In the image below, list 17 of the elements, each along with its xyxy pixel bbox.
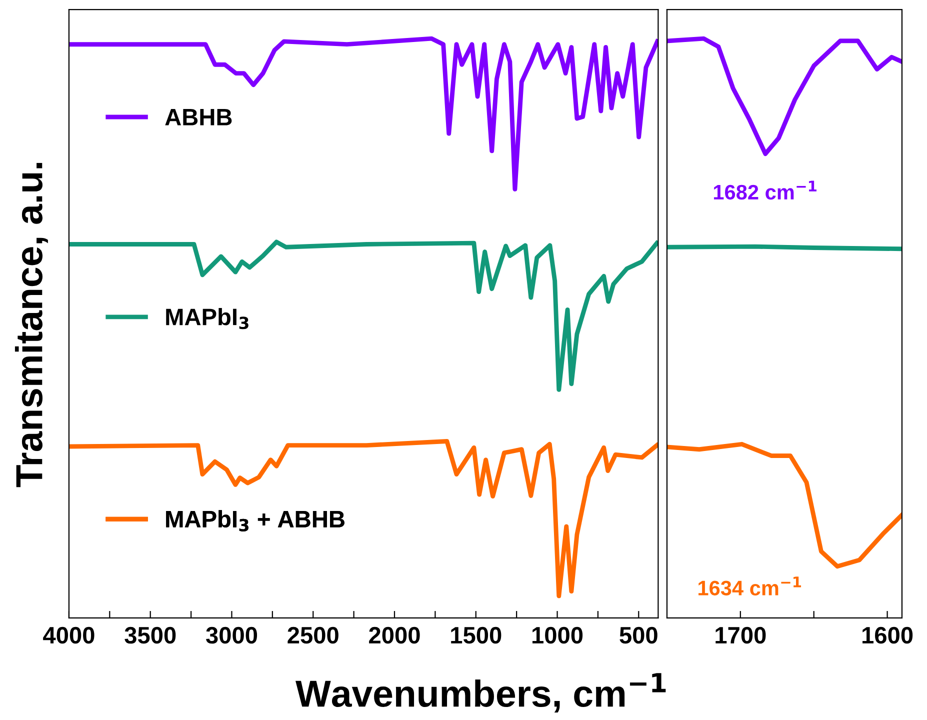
legend-label: MAPbI$_{3}$ + ABHB xyxy=(166,510,344,532)
x-tick-label: 3500 xyxy=(124,626,176,644)
legend-label: MAPbI$_{3}$ xyxy=(166,308,248,330)
x-tick-label: 1500 xyxy=(451,626,502,644)
x-tick-label: 2500 xyxy=(288,626,338,644)
x-tick-label: 500 xyxy=(620,626,658,644)
x-tick-label: 2000 xyxy=(369,626,420,644)
legend-label: ABHB xyxy=(165,109,232,126)
x-tick-label: 3000 xyxy=(206,626,258,644)
annotation: 1682 cm$^{−1}$ xyxy=(714,180,816,200)
x-tick-label: 4000 xyxy=(43,626,94,644)
y-axis-title: Transmitance, a.u. xyxy=(14,162,48,488)
x-tick-label: 1600 xyxy=(862,626,913,644)
x-tick-label: 1700 xyxy=(716,626,766,644)
x-tick-label: 1000 xyxy=(532,626,583,644)
x-axis-title: Wavenumbers, cm$^{−1}$ xyxy=(296,673,666,712)
annotation: 1634 cm$^{−1}$ xyxy=(698,576,802,596)
